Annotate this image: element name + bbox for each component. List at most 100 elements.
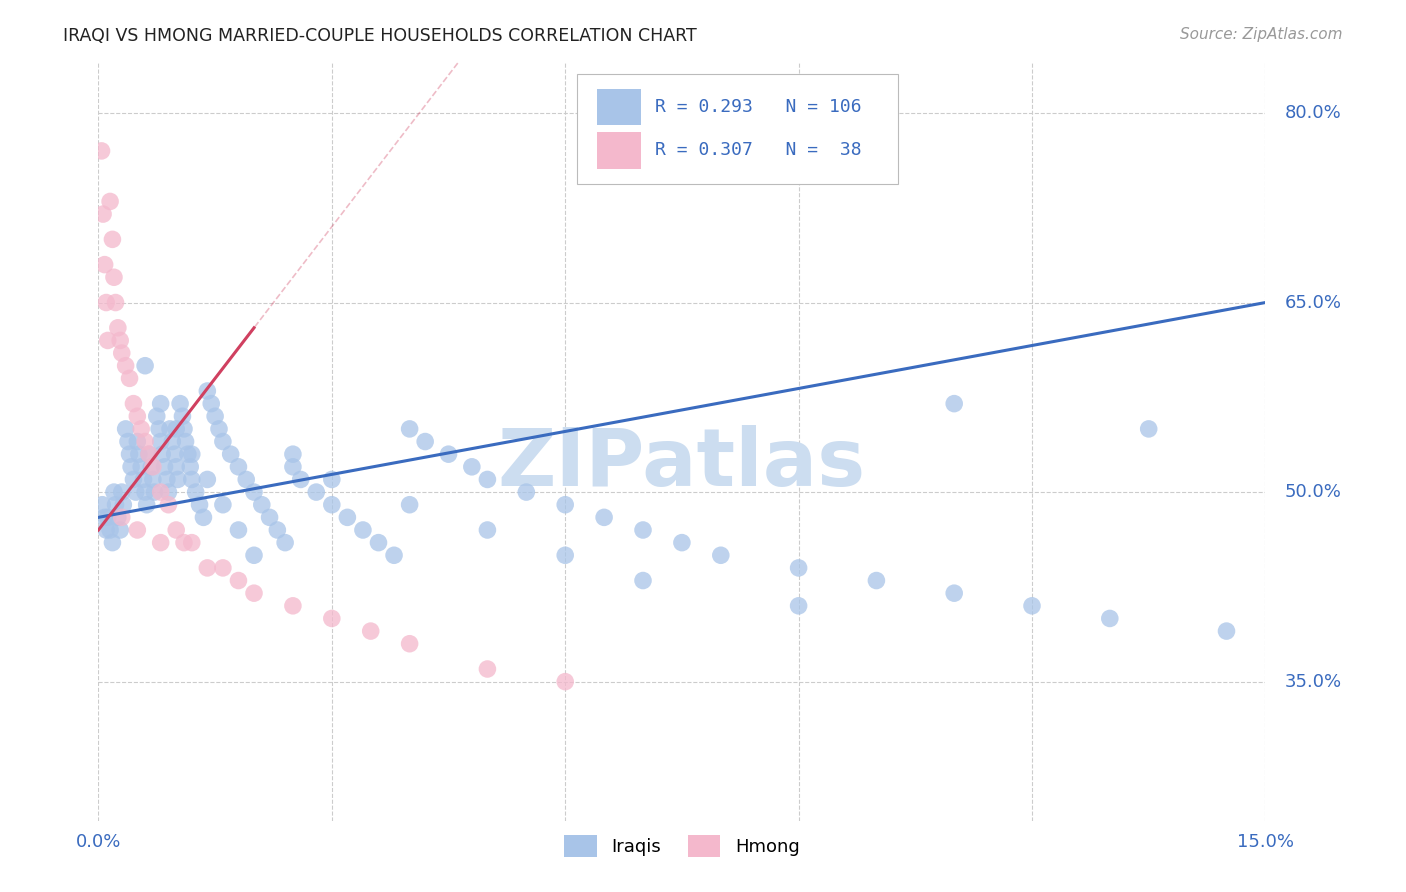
Point <box>554 674 576 689</box>
Point <box>149 535 172 549</box>
Point <box>235 473 257 487</box>
Point <box>127 523 149 537</box>
Point <box>943 397 966 411</box>
Point <box>360 624 382 639</box>
Point <box>157 485 180 500</box>
Point <box>437 447 460 461</box>
Point <box>195 561 218 575</box>
Point <box>135 498 157 512</box>
Text: 15.0%: 15.0% <box>1237 833 1294 851</box>
Point <box>180 473 202 487</box>
Point <box>98 523 121 537</box>
Point <box>228 523 250 537</box>
Point <box>243 548 266 563</box>
Point <box>212 434 235 449</box>
Point <box>91 498 114 512</box>
Text: 80.0%: 80.0% <box>1285 104 1341 122</box>
Point <box>243 485 266 500</box>
Point <box>243 586 266 600</box>
Point <box>710 548 733 563</box>
Point <box>631 523 654 537</box>
Point <box>120 459 142 474</box>
Point <box>117 434 139 449</box>
Point <box>321 473 343 487</box>
Point <box>281 459 304 474</box>
Point <box>111 510 134 524</box>
Point <box>290 473 312 487</box>
Text: Source: ZipAtlas.com: Source: ZipAtlas.com <box>1180 27 1343 42</box>
Point <box>112 498 135 512</box>
Text: IRAQI VS HMONG MARRIED-COUPLE HOUSEHOLDS CORRELATION CHART: IRAQI VS HMONG MARRIED-COUPLE HOUSEHOLDS… <box>63 27 697 45</box>
Point <box>128 447 150 461</box>
Point <box>103 270 125 285</box>
Point <box>195 384 218 398</box>
Point <box>179 459 201 474</box>
Text: 35.0%: 35.0% <box>1285 673 1341 690</box>
Point <box>212 561 235 575</box>
Point <box>114 359 136 373</box>
Point <box>162 434 184 449</box>
Point <box>1021 599 1043 613</box>
Point <box>90 144 112 158</box>
Point <box>125 485 148 500</box>
Point <box>865 574 887 588</box>
Point <box>97 334 120 348</box>
Point <box>107 321 129 335</box>
Point <box>250 498 273 512</box>
Point <box>132 473 155 487</box>
Point <box>149 397 172 411</box>
Legend: Iraqis, Hmong: Iraqis, Hmong <box>557 828 807 864</box>
Point <box>281 599 304 613</box>
Point <box>367 535 389 549</box>
Point <box>477 523 499 537</box>
Point <box>111 485 134 500</box>
Point <box>281 447 304 461</box>
Point <box>461 459 484 474</box>
FancyBboxPatch shape <box>596 89 641 126</box>
Point <box>129 422 152 436</box>
Point <box>193 510 215 524</box>
Point <box>148 422 170 436</box>
Point <box>398 637 420 651</box>
Point <box>141 459 163 474</box>
Point <box>165 422 187 436</box>
Point <box>787 599 810 613</box>
Point <box>228 459 250 474</box>
Point <box>200 397 222 411</box>
Point <box>165 523 187 537</box>
Point <box>204 409 226 424</box>
Point <box>219 447 242 461</box>
Point <box>943 586 966 600</box>
Point <box>96 295 118 310</box>
Point <box>177 447 200 461</box>
Point <box>1137 422 1160 436</box>
Point <box>93 258 115 272</box>
Point <box>143 485 166 500</box>
Point <box>150 447 173 461</box>
Point <box>398 498 420 512</box>
Text: 50.0%: 50.0% <box>1285 483 1341 501</box>
Point <box>157 498 180 512</box>
Point <box>787 561 810 575</box>
Point <box>208 422 231 436</box>
Point <box>382 548 405 563</box>
Point <box>111 346 134 360</box>
Text: 0.0%: 0.0% <box>76 833 121 851</box>
Point <box>149 485 172 500</box>
Point <box>174 434 197 449</box>
Point <box>195 473 218 487</box>
FancyBboxPatch shape <box>596 132 641 169</box>
Point <box>98 194 121 209</box>
Point <box>166 473 188 487</box>
Point <box>554 498 576 512</box>
Point <box>593 510 616 524</box>
Point <box>114 422 136 436</box>
Point <box>413 434 436 449</box>
Point <box>101 535 124 549</box>
Point <box>138 447 160 461</box>
Point <box>96 523 118 537</box>
Point <box>142 459 165 474</box>
Point <box>153 459 176 474</box>
Point <box>118 447 141 461</box>
Point <box>671 535 693 549</box>
